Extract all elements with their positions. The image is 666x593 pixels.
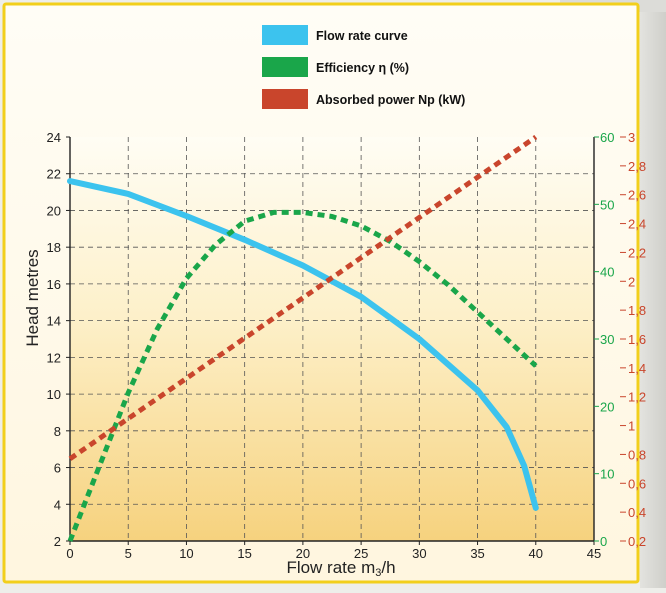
power-tick-label: 2,6	[628, 188, 646, 203]
flow-rate-curve	[67, 178, 539, 511]
edge-strip	[640, 0, 666, 588]
power-tick-label: 2,2	[628, 245, 646, 260]
x-axis-title-sub: 3	[375, 567, 381, 579]
y-tick-label: 22	[47, 167, 61, 182]
efficiency-tick-label: 40	[600, 265, 614, 280]
y-tick-label: 24	[47, 130, 61, 145]
x-tick-label: 15	[237, 546, 251, 561]
legend-swatch	[262, 25, 308, 45]
x-axis-title-main: Flow rate m	[286, 558, 375, 577]
power-tick-label: 1,4	[628, 361, 646, 376]
power-tick-label: 2,8	[628, 159, 646, 174]
x-tick-label: 45	[587, 546, 601, 561]
efficiency-curve	[67, 209, 538, 542]
y-tick-label: 4	[54, 497, 61, 512]
x-tick-label: 20	[296, 546, 310, 561]
power-tick-label: 2	[628, 274, 635, 289]
efficiency-tick-label: 60	[600, 130, 614, 145]
x-tick-label: 0	[66, 546, 73, 561]
x-tick-label: 25	[354, 546, 368, 561]
power-tick-label: 1,8	[628, 303, 646, 318]
y-tick-label: 10	[47, 387, 61, 402]
y-tick-label: 16	[47, 277, 61, 292]
y-tick-label: 18	[47, 240, 61, 255]
y-tick-label: 2	[54, 534, 61, 549]
data-series	[67, 134, 539, 542]
x-tick-label: 10	[179, 546, 193, 561]
power-tick-label: 1	[628, 419, 635, 434]
power-tick-label: 1,2	[628, 390, 646, 405]
x-tick-label: 5	[125, 546, 132, 561]
efficiency-tick-label: 20	[600, 399, 614, 414]
y-tick-label: 6	[54, 461, 61, 476]
y-tick-label: 20	[47, 203, 61, 218]
power-tick-label: 3	[628, 130, 635, 145]
power-tick-label: 2,4	[628, 217, 646, 232]
legend-label: Flow rate curve	[316, 29, 408, 43]
power-tick-label: 0,6	[628, 476, 646, 491]
y-tick-label: 14	[47, 314, 61, 329]
legend-label: Efficiency η (%)	[316, 61, 409, 75]
legend-label: Absorbed power Np (kW)	[316, 93, 465, 107]
y-tick-label: 12	[47, 350, 61, 365]
y-tick-label: 8	[54, 424, 61, 439]
power-tick-label: 0,8	[628, 447, 646, 462]
efficiency-tick-label: 30	[600, 332, 614, 347]
x-tick-label: 40	[529, 546, 543, 561]
legend-swatch	[262, 89, 308, 109]
power-tick-label: 1,6	[628, 332, 646, 347]
efficiency-tick-label: 10	[600, 467, 614, 482]
x-tick-label: 35	[470, 546, 484, 561]
tick-labels: 0 5 10 15 20 25 30 35 40 452468101214161820222401…	[47, 130, 647, 561]
absorbed-power-line	[68, 134, 538, 461]
power-tick-label: 0,4	[628, 505, 646, 520]
plot-area	[70, 137, 594, 541]
y-axis-title: Head metres	[23, 249, 42, 346]
efficiency-tick-label: 0	[600, 534, 607, 549]
legend-swatch	[262, 57, 308, 77]
efficiency-tick-label: 50	[600, 197, 614, 212]
x-axis-title-tail: /h	[381, 558, 395, 577]
legend: Flow rate curve Efficiency η (%) Absorbed …	[262, 25, 465, 109]
x-tick-label: 30	[412, 546, 426, 561]
x-axis-title: Flow rate m3/h	[286, 558, 395, 579]
power-tick-label: 0,2	[628, 534, 646, 549]
